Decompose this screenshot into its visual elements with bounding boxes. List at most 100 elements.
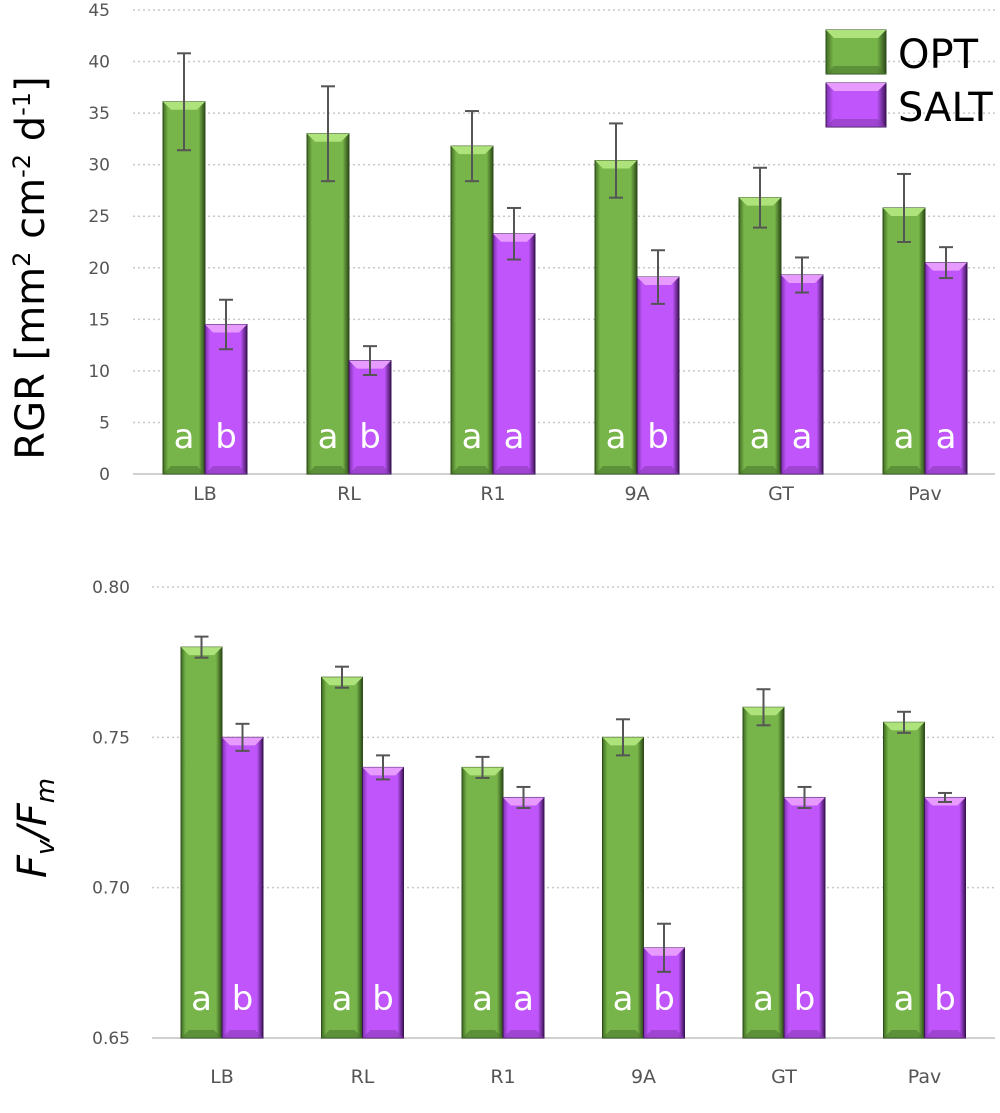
bar-opt bbox=[742, 706, 785, 1039]
bar-opt-bevel-bottom bbox=[321, 1030, 363, 1038]
significance-letter: a bbox=[191, 979, 212, 1019]
legend-label-salt: SALT bbox=[898, 85, 993, 131]
y-tick-label: 0.75 bbox=[92, 728, 130, 748]
y-tick-label: 0.65 bbox=[92, 1029, 130, 1049]
x-tick-label: 9A bbox=[631, 1066, 656, 1088]
significance-letter: a bbox=[613, 979, 634, 1019]
bar-opt bbox=[882, 207, 926, 475]
significance-letter: a bbox=[318, 417, 339, 457]
bar-salt bbox=[221, 736, 264, 1039]
x-tick-label: Pav bbox=[908, 483, 942, 505]
bar-salt-body bbox=[924, 262, 968, 475]
y-tick-label: 20 bbox=[88, 259, 110, 279]
bar-salt-bevel-bottom bbox=[637, 466, 679, 474]
significance-letter: a bbox=[792, 417, 813, 457]
significance-letter: b bbox=[934, 979, 956, 1019]
significance-letter: b bbox=[653, 979, 675, 1019]
significance-letter: a bbox=[606, 417, 627, 457]
bar-opt-bevel-bottom bbox=[739, 466, 781, 474]
significance-letter: a bbox=[504, 417, 525, 457]
rgr-y-axis-label: RGR [mm2 cm-2 d-1] bbox=[8, 76, 54, 459]
x-tick-label: RL bbox=[337, 483, 361, 505]
bar-opt-bevel-bottom bbox=[462, 1030, 503, 1038]
x-tick-label: LB bbox=[210, 1066, 234, 1088]
y-tick-label: 0.70 bbox=[92, 879, 130, 899]
bar-opt-body bbox=[738, 197, 782, 475]
x-tick-label: R1 bbox=[480, 483, 505, 505]
bar-salt-bevel-bottom bbox=[222, 1030, 263, 1038]
legend-swatch-opt bbox=[825, 29, 887, 75]
bar-opt bbox=[321, 676, 363, 1039]
y-tick-label: 35 bbox=[88, 104, 110, 124]
bar-opt-bevel-bottom bbox=[595, 466, 637, 474]
bar-opt bbox=[602, 736, 644, 1039]
x-tick-label: GT bbox=[768, 483, 794, 505]
significance-letter: a bbox=[332, 979, 353, 1019]
y-tick-label: 15 bbox=[88, 310, 110, 330]
bar-opt bbox=[883, 721, 925, 1039]
bar-salt bbox=[492, 233, 536, 475]
bar-opt-bevel-bottom bbox=[181, 1030, 222, 1038]
significance-letter: a bbox=[513, 979, 534, 1019]
y-tick-label: 5 bbox=[99, 413, 110, 433]
bar-salt bbox=[348, 360, 392, 475]
y-tick-label: 0 bbox=[99, 465, 110, 485]
bar-salt-bevel-bottom bbox=[643, 1030, 685, 1038]
bar-opt-body bbox=[162, 101, 206, 475]
x-tick-label: R1 bbox=[490, 1066, 515, 1088]
x-tick-label: Pav bbox=[908, 1066, 942, 1088]
bar-salt bbox=[502, 796, 545, 1039]
bar-opt bbox=[162, 101, 206, 475]
bar-opt-bevel-bottom bbox=[883, 1030, 925, 1038]
bar-salt-bevel-bottom bbox=[362, 1030, 404, 1038]
significance-letter: b bbox=[372, 979, 394, 1019]
bar-salt-body bbox=[348, 360, 392, 475]
fvfm-y-axis-label: Fv/Fm bbox=[10, 778, 61, 878]
bar-salt-bevel-bottom bbox=[925, 466, 967, 474]
bar-salt-bevel-bottom bbox=[493, 466, 535, 474]
y-tick-label: 10 bbox=[88, 362, 110, 382]
legend-label-opt: OPT bbox=[898, 32, 979, 78]
bar-salt-bevel-bottom bbox=[781, 466, 823, 474]
bar-salt-body bbox=[502, 796, 545, 1039]
y-tick-label: 45 bbox=[88, 1, 110, 21]
bar-opt-body bbox=[602, 736, 644, 1039]
significance-letter: a bbox=[472, 979, 493, 1019]
bar-opt-body bbox=[882, 207, 926, 475]
significance-letter: a bbox=[174, 417, 195, 457]
bar-opt-body bbox=[594, 160, 638, 475]
bar-salt bbox=[783, 796, 826, 1039]
bar-opt bbox=[738, 197, 782, 475]
bar-salt-body bbox=[492, 233, 536, 475]
bar-salt bbox=[636, 276, 680, 475]
significance-letter: a bbox=[750, 417, 771, 457]
legend-swatch-salt bbox=[825, 82, 887, 128]
significance-letter: b bbox=[359, 417, 381, 457]
bar-opt bbox=[306, 133, 350, 475]
y-tick-label: 25 bbox=[88, 207, 110, 227]
legend-swatch-opt-bevel-bottom bbox=[826, 66, 886, 74]
bar-salt bbox=[924, 262, 968, 475]
significance-letter: a bbox=[936, 417, 957, 457]
significance-letter: b bbox=[232, 979, 254, 1019]
bar-opt-bevel-bottom bbox=[451, 466, 493, 474]
bar-opt-body bbox=[306, 133, 350, 475]
bar-salt-body bbox=[783, 796, 826, 1039]
legend-swatch-opt-bevel-top bbox=[826, 30, 886, 38]
x-tick-label: LB bbox=[193, 483, 217, 505]
significance-letter: a bbox=[894, 417, 915, 457]
significance-letter: b bbox=[794, 979, 816, 1019]
bar-salt-bevel-bottom bbox=[349, 466, 391, 474]
bar-opt-bevel-bottom bbox=[602, 1030, 644, 1038]
bar-opt-body bbox=[321, 676, 363, 1039]
x-tick-label: 9A bbox=[624, 483, 649, 505]
bar-opt-body bbox=[461, 766, 504, 1039]
bar-salt-body bbox=[636, 276, 680, 475]
bar-opt-bevel-bottom bbox=[743, 1030, 784, 1038]
x-tick-label: GT bbox=[771, 1066, 797, 1088]
legend: OPT SALT bbox=[825, 29, 993, 131]
bar-opt-bevel-bottom bbox=[883, 466, 925, 474]
bar-salt-bevel-bottom bbox=[503, 1030, 544, 1038]
